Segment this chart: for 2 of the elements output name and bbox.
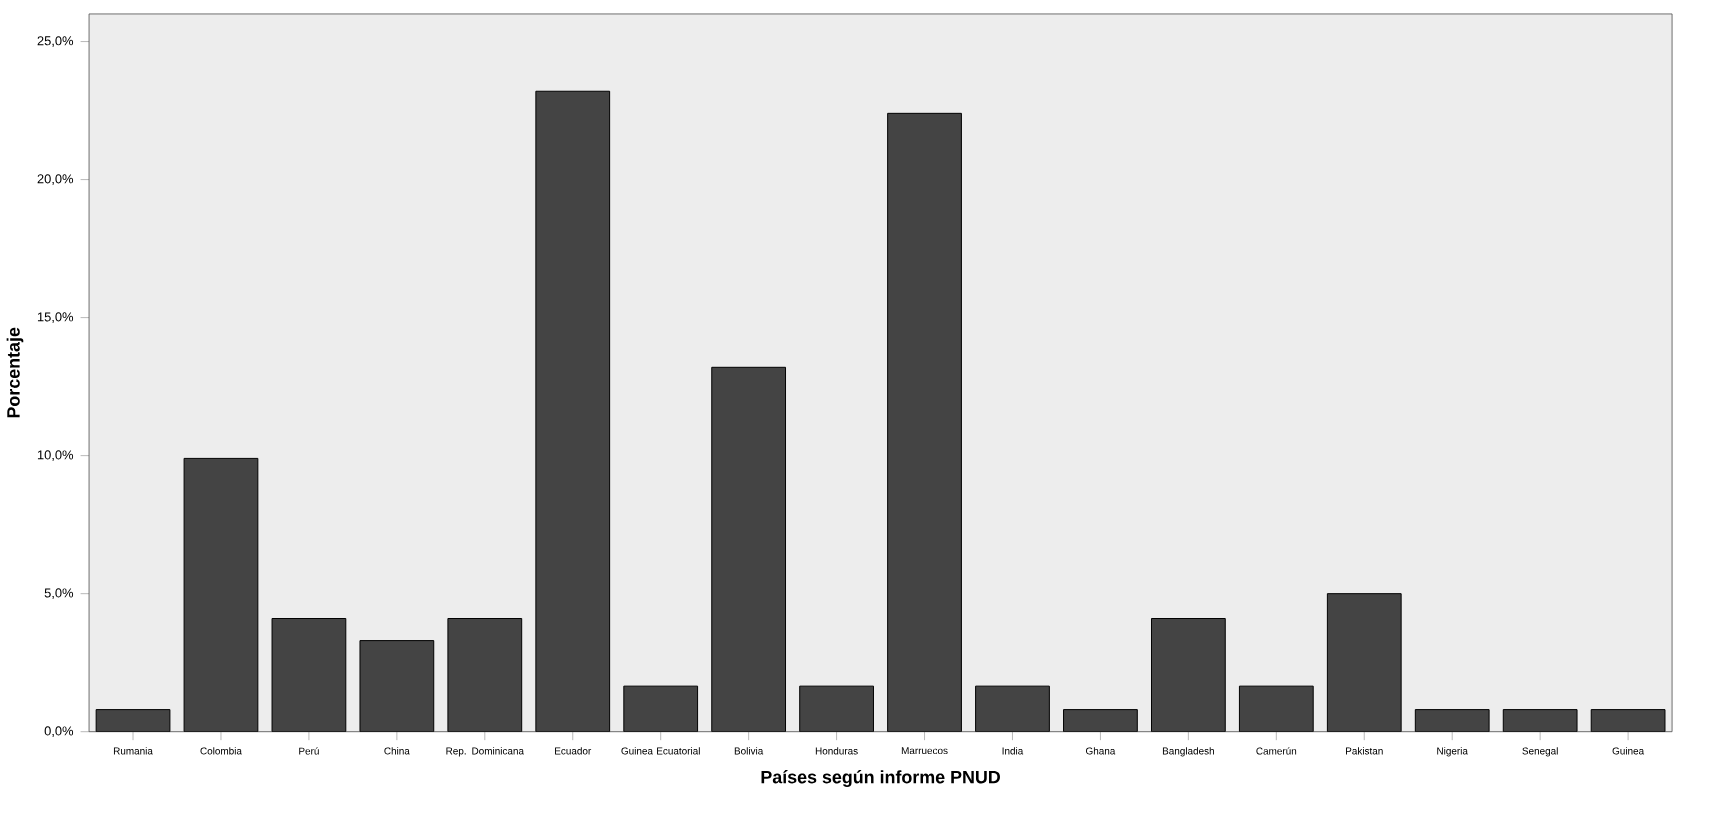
x-axis-title: Países según informe PNUD (761, 770, 1000, 788)
y-axis-title: Porcentaje (6, 328, 24, 418)
